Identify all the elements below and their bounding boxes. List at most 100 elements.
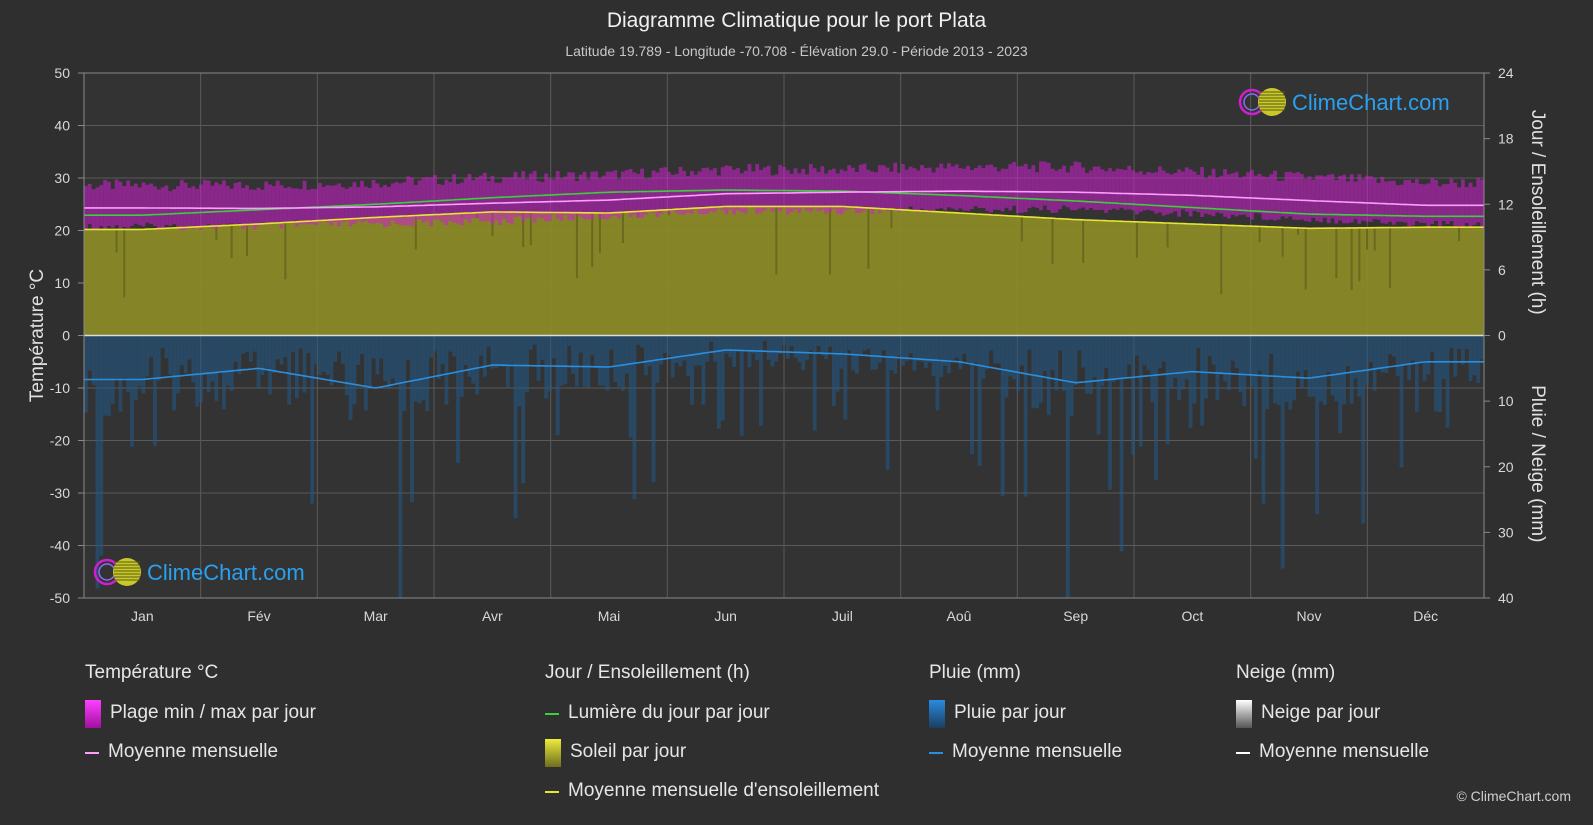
rain-day-bar (505, 335, 510, 389)
left-axis-title: Température °C (27, 269, 48, 402)
temp-day-range (613, 170, 618, 216)
temp-day-range (275, 180, 280, 223)
legend-rain-daily: Pluie par jour (929, 700, 1122, 741)
sunshine-swatch-icon (545, 739, 561, 767)
rain-day-bar (1227, 335, 1231, 391)
rain-day-bar (314, 335, 318, 365)
rain-day-bar (1430, 335, 1435, 352)
month-label-10: Oct (1181, 608, 1203, 624)
rain-day-bar (812, 335, 817, 431)
rain-day-bar (1464, 335, 1469, 350)
rain-day-bar (594, 335, 598, 369)
temp-day-range (1299, 173, 1304, 220)
temp-day-range (877, 165, 882, 214)
rain-day-bar (943, 335, 947, 366)
rain-day-bar (640, 335, 644, 348)
sunshine-day-dip (215, 225, 218, 240)
temp-day-range (759, 170, 763, 213)
rain-day-bar (820, 335, 825, 356)
rain-day-bar (1039, 335, 1043, 403)
temp-day-range (502, 177, 506, 219)
temp-day-range (586, 179, 591, 220)
legend-temperature-title: Température °C (85, 662, 219, 683)
temp-day-range (1027, 169, 1032, 209)
rain-day-bar (1357, 335, 1362, 397)
rain-day-bar (877, 335, 882, 363)
temp-day-range (1069, 165, 1074, 211)
temp-day-range (1296, 172, 1300, 220)
temp-day-range (1434, 179, 1438, 221)
temp-day-range (1276, 180, 1281, 220)
rain-day-bar (751, 335, 756, 354)
temp-day-range (1019, 166, 1024, 213)
rain-day-bar (133, 335, 138, 401)
temp-day-range (874, 172, 878, 208)
rain-day-bar (1138, 335, 1143, 447)
copyright: © ClimeChart.com (1456, 788, 1571, 804)
temp-day-range (1273, 170, 1277, 221)
temp-day-range (632, 172, 637, 216)
temp-day-range (379, 187, 384, 224)
right-top-tick-label: 12 (1498, 196, 1514, 212)
rain-day-bar (759, 335, 763, 426)
temp-day-range (421, 177, 426, 223)
rain-day-bar (954, 335, 959, 358)
left-tick-label: -30 (50, 485, 70, 501)
rain-day-bar (1403, 335, 1408, 365)
rain-day-bar (1311, 335, 1316, 397)
rain-day-bar (1188, 335, 1193, 428)
rain-day-bar (471, 335, 476, 384)
temp-day-range (153, 186, 157, 226)
rain-day-bar (1388, 335, 1392, 355)
rain-mean-swatch-icon (929, 752, 943, 754)
rain-day-bar (920, 335, 924, 362)
temp-day-range (283, 187, 288, 223)
rain-day-bar (1196, 335, 1201, 349)
rain-day-bar (1461, 335, 1465, 365)
rain-day-bar (1315, 335, 1320, 515)
temp-day-range (371, 180, 376, 224)
temp-day-range (1065, 172, 1070, 208)
temp-day-range (494, 182, 499, 221)
temp-day-range (958, 168, 963, 209)
rain-day-bar (1008, 335, 1013, 377)
rain-day-bar (1204, 335, 1208, 399)
right-top-tick-label: 0 (1498, 328, 1506, 344)
temp-day-range (686, 176, 691, 213)
rain-day-bar (605, 335, 610, 391)
temp-day-range (225, 185, 230, 224)
sunshine-day-dip (867, 207, 870, 269)
rain-day-bar (1422, 335, 1427, 381)
rain-day-bar (260, 335, 265, 376)
rain-day-bar (1242, 335, 1247, 407)
right-bottom-tick-label: 30 (1498, 524, 1514, 540)
rain-day-bar (1445, 335, 1450, 428)
rain-day-bar (816, 335, 821, 347)
temp-day-range (172, 189, 177, 225)
temp-day-range (1449, 178, 1454, 222)
rain-day-bar (1307, 335, 1312, 398)
rain-day-bar (214, 335, 219, 401)
rain-day-bar (609, 335, 614, 350)
right-bottom-axis-title: Pluie / Neige (mm) (1527, 385, 1548, 542)
sunshine-day-dip (1350, 227, 1353, 291)
rain-day-bar (1250, 335, 1254, 387)
rain-day-bar (690, 335, 694, 405)
temp-day-range (751, 171, 756, 208)
rain-day-bar (544, 335, 549, 399)
rain-day-bar (970, 335, 974, 455)
temp-day-range (1004, 168, 1009, 208)
rain-day-bar (870, 335, 875, 370)
temp-day-range (950, 166, 955, 209)
rain-day-bar (268, 335, 272, 395)
temp-day-range (908, 166, 913, 207)
sunshine-mean-line (84, 205, 1484, 231)
rain-day-bar (931, 335, 936, 377)
temp-day-range (820, 166, 825, 210)
legend-sunshine-label: Soleil par jour (570, 741, 687, 762)
rain-day-bar (536, 335, 541, 381)
rain-day-bar (851, 335, 855, 371)
temp-day-range (360, 180, 364, 223)
rain-day-bar (417, 335, 422, 404)
temp-day-range (1476, 178, 1481, 223)
